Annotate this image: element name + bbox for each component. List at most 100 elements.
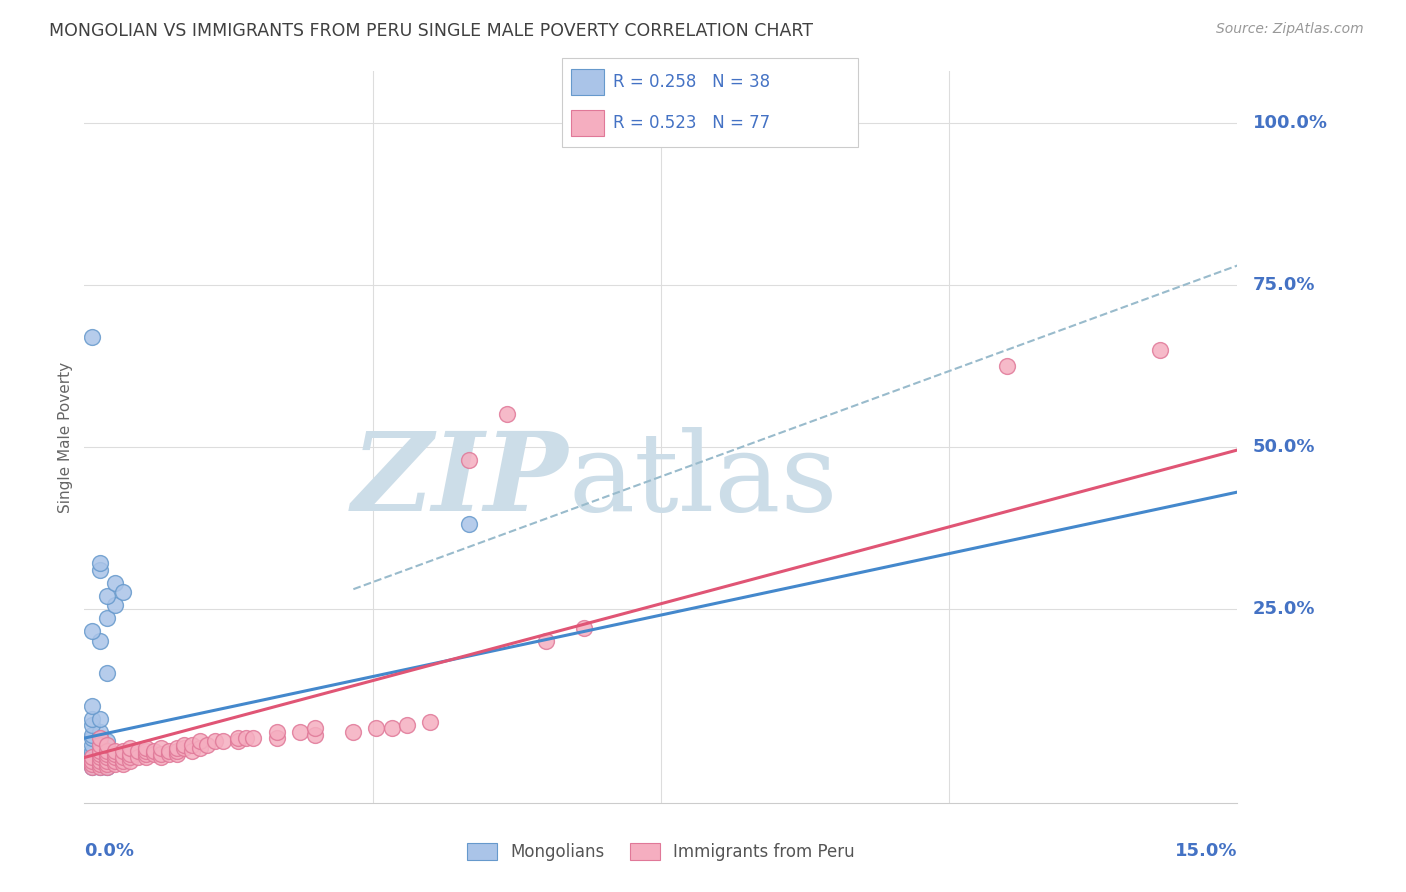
Point [80,760,103,774]
Point [80,698,103,713]
Point [135,750,157,764]
Point [80,624,103,639]
Point [111,585,134,599]
Point [157,747,180,762]
Point [142,747,165,762]
Point [419,714,441,729]
Text: Source: ZipAtlas.com: Source: ZipAtlas.com [1216,22,1364,37]
Point [120,754,142,768]
Point [120,750,142,764]
Point [80,718,103,732]
Point [181,744,204,758]
Point [96,744,118,758]
Point [195,738,218,752]
Point [1149,343,1171,357]
Point [96,760,118,774]
Point [89,557,111,571]
Point [80,754,103,768]
Point [304,728,326,742]
Point [188,734,211,748]
Point [96,747,118,762]
Point [80,731,103,745]
Point [120,740,142,755]
Point [80,756,103,771]
Point [89,754,111,768]
Point [111,744,134,758]
Point [89,738,111,752]
Point [89,750,111,764]
Point [80,330,103,344]
Point [173,738,195,752]
Point [80,756,103,771]
Point [995,359,1018,373]
Point [80,747,103,762]
Text: 25.0%: 25.0% [1253,599,1315,617]
Point [80,754,103,768]
Point [80,738,103,752]
Point [104,756,127,771]
Point [104,575,127,590]
Point [89,563,111,577]
Point [381,722,404,736]
Point [80,728,103,742]
Point [211,734,233,748]
Point [104,744,127,758]
FancyBboxPatch shape [571,69,603,95]
Point [89,744,111,758]
Point [96,734,118,748]
Point [396,718,419,732]
Text: ZIP: ZIP [352,427,568,534]
Point [135,747,157,762]
Point [96,760,118,774]
Point [120,747,142,762]
Point [150,750,173,764]
Point [96,754,118,768]
Text: 50.0%: 50.0% [1253,438,1315,456]
Point [111,754,134,768]
Point [457,452,479,467]
Point [80,744,103,758]
Point [304,722,326,736]
Text: atlas: atlas [568,427,838,534]
Point [89,712,111,726]
Point [142,744,165,758]
Point [534,634,557,648]
Point [127,744,149,758]
Point [89,738,111,752]
Point [235,731,257,745]
Point [96,750,118,764]
Point [166,747,188,762]
Point [89,750,111,764]
Point [166,740,188,755]
Point [111,756,134,771]
Point [89,724,111,739]
Point [572,621,595,635]
Point [89,747,111,762]
Point [288,724,311,739]
Point [135,740,157,755]
Point [342,724,364,739]
Point [89,760,111,774]
Text: 75.0%: 75.0% [1253,276,1315,294]
Point [80,750,103,764]
Legend: Mongolians, Immigrants from Peru: Mongolians, Immigrants from Peru [460,836,862,868]
Point [80,756,103,771]
Point [150,740,173,755]
Point [173,740,195,755]
Point [135,744,157,758]
Text: 0.0%: 0.0% [84,842,135,860]
Point [496,408,519,422]
Point [89,750,111,764]
Text: MONGOLIAN VS IMMIGRANTS FROM PERU SINGLE MALE POVERTY CORRELATION CHART: MONGOLIAN VS IMMIGRANTS FROM PERU SINGLE… [49,22,813,40]
Point [457,517,479,532]
Point [80,760,103,774]
Point [242,731,264,745]
Point [266,731,288,745]
Point [96,589,118,603]
Point [89,754,111,768]
Point [150,747,173,762]
Text: R = 0.258   N = 38: R = 0.258 N = 38 [613,73,769,91]
Point [96,666,118,681]
Point [104,747,127,762]
Point [89,754,111,768]
